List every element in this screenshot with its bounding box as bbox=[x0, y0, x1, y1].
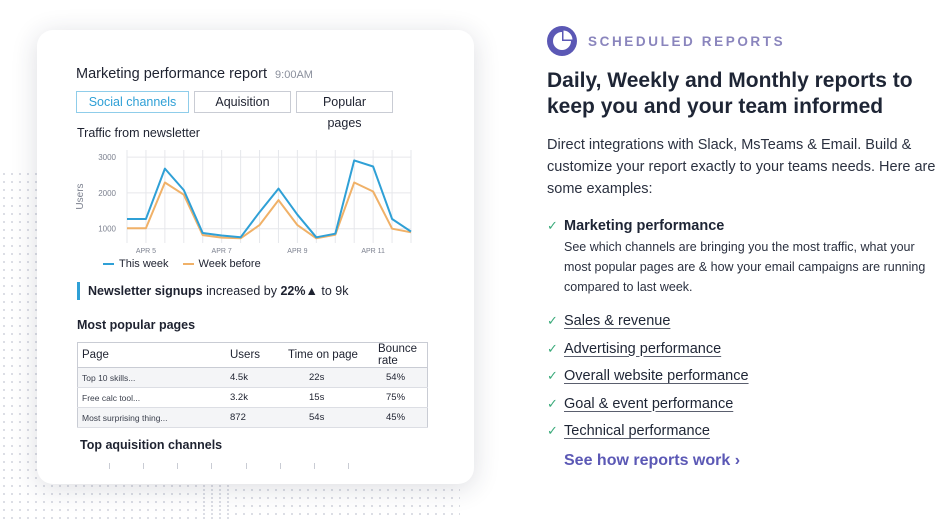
feature-marketing-performance: ✓ Marketing performance See which channe… bbox=[547, 216, 937, 297]
section-headline: Daily, Weekly and Monthly reports to kee… bbox=[547, 69, 913, 118]
tick bbox=[109, 463, 110, 469]
x-tick-label: APR 7 bbox=[212, 248, 232, 255]
tick bbox=[279, 463, 281, 469]
cell-users: 3.2k bbox=[226, 387, 284, 408]
newsletter-signup-stat: Newsletter signups increased by 22%▲ to … bbox=[77, 282, 348, 300]
feature-description-panel: SCHEDULED REPORTS Daily, Weekly and Mont… bbox=[547, 26, 937, 470]
tick bbox=[347, 463, 349, 469]
col-header-time-on-page: Time on page bbox=[284, 342, 374, 368]
y-tick-label: 3000 bbox=[98, 153, 116, 162]
report-type-links: ✓ Sales & revenue ✓ Advertising performa… bbox=[547, 307, 937, 445]
col-header-bounce-rate: Bounce rate bbox=[374, 342, 428, 368]
report-tabs: Social channels Aquisition Popular pages bbox=[76, 91, 393, 130]
series-line-this-week bbox=[127, 159, 412, 239]
table-row: Most surprising thing... 872 54s 45% bbox=[77, 407, 428, 428]
eyebrow-row: SCHEDULED REPORTS bbox=[547, 26, 937, 56]
tab-social-channels[interactable]: Social channels bbox=[76, 91, 189, 113]
signup-accent-bar bbox=[77, 282, 80, 300]
cell-bounce-rate: 54% bbox=[374, 367, 428, 388]
legend-swatch-week-before bbox=[182, 263, 194, 265]
list-item: ✓ Goal & event performance bbox=[547, 390, 937, 418]
acquisition-chart-ticks bbox=[109, 463, 349, 469]
table-header-row: Page Users Time on page Bounce rate bbox=[77, 342, 428, 368]
list-item: ✓ Advertising performance bbox=[547, 335, 937, 363]
table-row: Top 10 skills... 4.5k 22s 54% bbox=[77, 367, 428, 388]
eyebrow-label: SCHEDULED REPORTS bbox=[588, 33, 786, 49]
x-tick-label: APR 9 bbox=[287, 248, 307, 255]
feature-title: Marketing performance bbox=[564, 218, 725, 234]
legend-swatch-this-week bbox=[103, 263, 114, 265]
link-technical-performance[interactable]: Technical performance bbox=[564, 423, 710, 439]
link-sales-revenue[interactable]: Sales & revenue bbox=[564, 313, 671, 329]
feature-description: See which channels are bringing you the … bbox=[564, 240, 926, 294]
report-preview-card: Marketing performance report 9:00AM Soci… bbox=[37, 30, 474, 484]
tick bbox=[211, 463, 213, 469]
decorative-dot-pattern-bottom bbox=[200, 478, 460, 520]
signup-suffix: to 9k bbox=[321, 284, 349, 298]
check-icon: ✓ bbox=[547, 423, 558, 438]
col-header-page: Page bbox=[77, 342, 226, 368]
check-icon: ✓ bbox=[547, 218, 558, 233]
cell-users: 872 bbox=[226, 407, 284, 428]
y-tick-label: 1000 bbox=[98, 225, 116, 234]
list-item: ✓ Technical performance bbox=[547, 417, 937, 445]
cell-users: 4.5k bbox=[226, 367, 284, 388]
legend-label-this-week: This week bbox=[119, 258, 169, 270]
x-tick-label: APR 11 bbox=[361, 248, 385, 255]
series-line-week-before bbox=[127, 181, 412, 240]
traffic-line-chart: 1000 2000 3000 APR 5 APR 7 APR 9 APR 11 Users bbox=[75, 150, 412, 255]
section-description: Direct integrations with Slack, MsTeams … bbox=[547, 137, 936, 197]
tick bbox=[177, 463, 179, 469]
link-advertising-performance[interactable]: Advertising performance bbox=[564, 340, 722, 357]
cell-time-on-page: 22s bbox=[284, 367, 374, 388]
x-tick-label: APR 5 bbox=[136, 248, 156, 255]
list-item: ✓ Overall website performance bbox=[547, 362, 937, 390]
legend-item-this-week: This week bbox=[103, 258, 169, 270]
tab-aquisition[interactable]: Aquisition bbox=[194, 91, 291, 113]
tick bbox=[245, 463, 247, 469]
cell-bounce-rate: 75% bbox=[374, 387, 428, 408]
popular-pages-title: Most popular pages bbox=[77, 318, 196, 332]
y-axis-label: Users bbox=[75, 183, 86, 209]
report-time: 9:00AM bbox=[275, 69, 313, 81]
tab-popular-pages[interactable]: Popular pages bbox=[296, 91, 393, 130]
check-icon: ✓ bbox=[547, 368, 558, 383]
report-title: Marketing performance report 9:00AM bbox=[76, 66, 313, 82]
cell-time-on-page: 54s bbox=[284, 407, 374, 428]
report-title-text: Marketing performance report bbox=[76, 66, 267, 82]
tick bbox=[143, 463, 145, 469]
pie-chart-icon bbox=[547, 26, 577, 56]
tick bbox=[313, 463, 315, 469]
legend-item-week-before: Week before bbox=[182, 258, 261, 270]
signup-mid: increased by bbox=[206, 284, 277, 298]
popular-pages-table: Page Users Time on page Bounce rate Top … bbox=[77, 342, 428, 428]
chart-legend: This week Week before bbox=[103, 258, 261, 270]
acquisition-channels-title: Top aquisition channels bbox=[80, 438, 223, 452]
check-icon: ✓ bbox=[547, 340, 558, 356]
y-tick-label: 2000 bbox=[98, 189, 116, 198]
cell-page: Free calc tool... bbox=[77, 387, 226, 408]
legend-label-week-before: Week before bbox=[198, 258, 261, 270]
check-icon: ✓ bbox=[547, 313, 558, 328]
check-icon: ✓ bbox=[547, 395, 558, 411]
cell-bounce-rate: 45% bbox=[374, 407, 428, 428]
cell-page: Most surprising thing... bbox=[77, 407, 226, 428]
col-header-users: Users bbox=[226, 342, 284, 368]
see-how-reports-work-link[interactable]: See how reports work › bbox=[564, 451, 741, 469]
link-overall-website-performance[interactable]: Overall website performance bbox=[564, 368, 749, 384]
list-item: ✓ Sales & revenue bbox=[547, 307, 937, 335]
cell-time-on-page: 15s bbox=[284, 387, 374, 408]
cell-page: Top 10 skills... bbox=[77, 367, 226, 388]
chart-title: Traffic from newsletter bbox=[77, 126, 200, 140]
table-row: Free calc tool... 3.2k 15s 75% bbox=[77, 387, 428, 408]
link-goal-event-performance[interactable]: Goal & event performance bbox=[564, 395, 734, 412]
signup-value: 22%▲ bbox=[280, 284, 318, 298]
signup-label: Newsletter signups bbox=[88, 284, 203, 298]
